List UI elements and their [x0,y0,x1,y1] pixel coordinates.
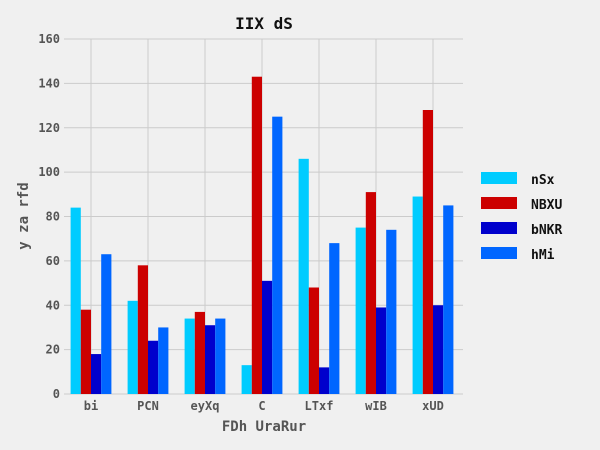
y-tick-label: 60 [46,254,60,268]
legend-swatch-hMi [481,247,517,259]
bar-nSx [241,365,252,394]
y-tick-label: 0 [53,387,60,401]
y-tick-label: 40 [46,298,60,312]
legend-label-nSx: nSx [531,173,555,188]
y-tick-label: 160 [38,32,60,46]
x-tick-label: eyXq [191,399,220,413]
bar-bNKR [205,325,216,394]
bar-nSx [70,207,81,394]
y-tick-label: 140 [38,76,60,90]
x-tick-label: bi [84,399,98,413]
bar-hMi [101,254,112,394]
bar-bNKR [148,340,159,394]
legend-label-hMi: hMi [531,248,555,263]
bar-NBXU [137,265,148,394]
bar-hMi [443,205,454,394]
y-tick-label: 20 [46,343,60,357]
y-tick-label: 80 [46,210,60,224]
x-tick-label: xUD [422,399,444,413]
legend: nSx NBXU bNKR hMi [481,172,562,263]
x-tick-label: wIB [365,399,387,413]
x-axis-ticks: bi PCN eyXq C LTxf wIB xUD [84,399,444,413]
bar-nSx [355,227,366,394]
bar-hMi [215,318,226,394]
bar-NBXU [308,287,319,394]
y-axis-ticks: 0 20 40 60 80 100 120 140 160 [38,32,60,401]
bar-bNKR [376,307,387,394]
bar-bNKR [433,305,444,394]
bar-nSx [298,158,309,394]
bar-nSx [184,318,195,394]
bar-NBXU [422,110,433,394]
bar-hMi [158,327,169,394]
legend-label-bNKR: bNKR [531,223,562,238]
bar-hMi [329,243,340,394]
x-tick-label: C [258,399,265,413]
bar-bNKR [319,367,330,394]
bars [70,76,454,394]
bar-NBXU [80,309,91,394]
x-tick-label: LTxf [305,399,334,413]
bar-nSx [412,196,423,394]
bar-hMi [386,229,397,394]
y-axis-label: y za rfd [16,182,32,249]
bar-NBXU [251,76,262,394]
chart-title: IIX dS [235,14,293,33]
y-tick-label: 120 [38,121,60,135]
bar-bNKR [91,354,102,394]
legend-label-NBXU: NBXU [531,198,562,213]
bar-NBXU [194,311,205,394]
bar-NBXU [365,192,376,394]
bar-bNKR [262,280,273,394]
bar-hMi [272,116,283,394]
legend-swatch-bNKR [481,222,517,234]
y-tick-label: 100 [38,165,60,179]
legend-swatch-nSx [481,172,517,184]
legend-swatch-NBXU [481,197,517,209]
x-tick-label: PCN [137,399,159,413]
x-axis-label: FDh UraRur [222,419,306,435]
bar-nSx [127,300,138,394]
